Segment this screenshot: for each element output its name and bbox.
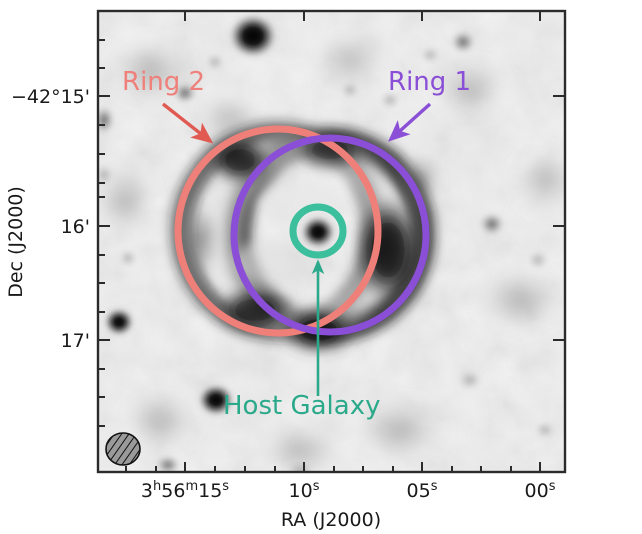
y-tick-label: −42°15': [11, 86, 90, 108]
axes-frame: [96, 9, 567, 474]
y-tick-label: 17': [61, 330, 90, 352]
svg-text:00s: 00s: [525, 479, 556, 502]
x-tick-labels: 3h56m15s 10s 05s 00s: [141, 479, 556, 502]
host-galaxy-marker[interactable]: [289, 203, 347, 259]
radio-map-image: [98, 11, 565, 472]
ring-overlays: [174, 125, 430, 337]
synthesised-beam: [105, 432, 141, 466]
x-axis-title: RA (J2000): [281, 509, 381, 531]
ring-2-overlay[interactable]: [174, 125, 382, 337]
ring-1-label: Ring 1: [388, 67, 471, 97]
ring-2-arrow: [161, 102, 214, 144]
y-axis-ticks: [98, 39, 565, 427]
ring-1-arrow: [387, 102, 432, 142]
host-galaxy-label: Host Galaxy: [223, 391, 380, 421]
svg-text:3h56m15s: 3h56m15s: [141, 479, 229, 502]
annotation-arrows: [161, 102, 432, 396]
map-point-sources: [98, 15, 555, 472]
ring-2-label: Ring 2: [122, 67, 205, 97]
svg-text:05s: 05s: [407, 479, 438, 502]
ring-1-overlay[interactable]: [230, 134, 430, 336]
map-faint-blobs: [98, 38, 565, 472]
svg-text:10s: 10s: [289, 479, 320, 502]
x-axis-ticks: [125, 11, 541, 472]
y-tick-label: 16': [61, 216, 90, 238]
y-tick-labels: −42°15' 16' 17': [11, 86, 90, 352]
y-axis-title: Dec (J2000): [5, 186, 27, 298]
